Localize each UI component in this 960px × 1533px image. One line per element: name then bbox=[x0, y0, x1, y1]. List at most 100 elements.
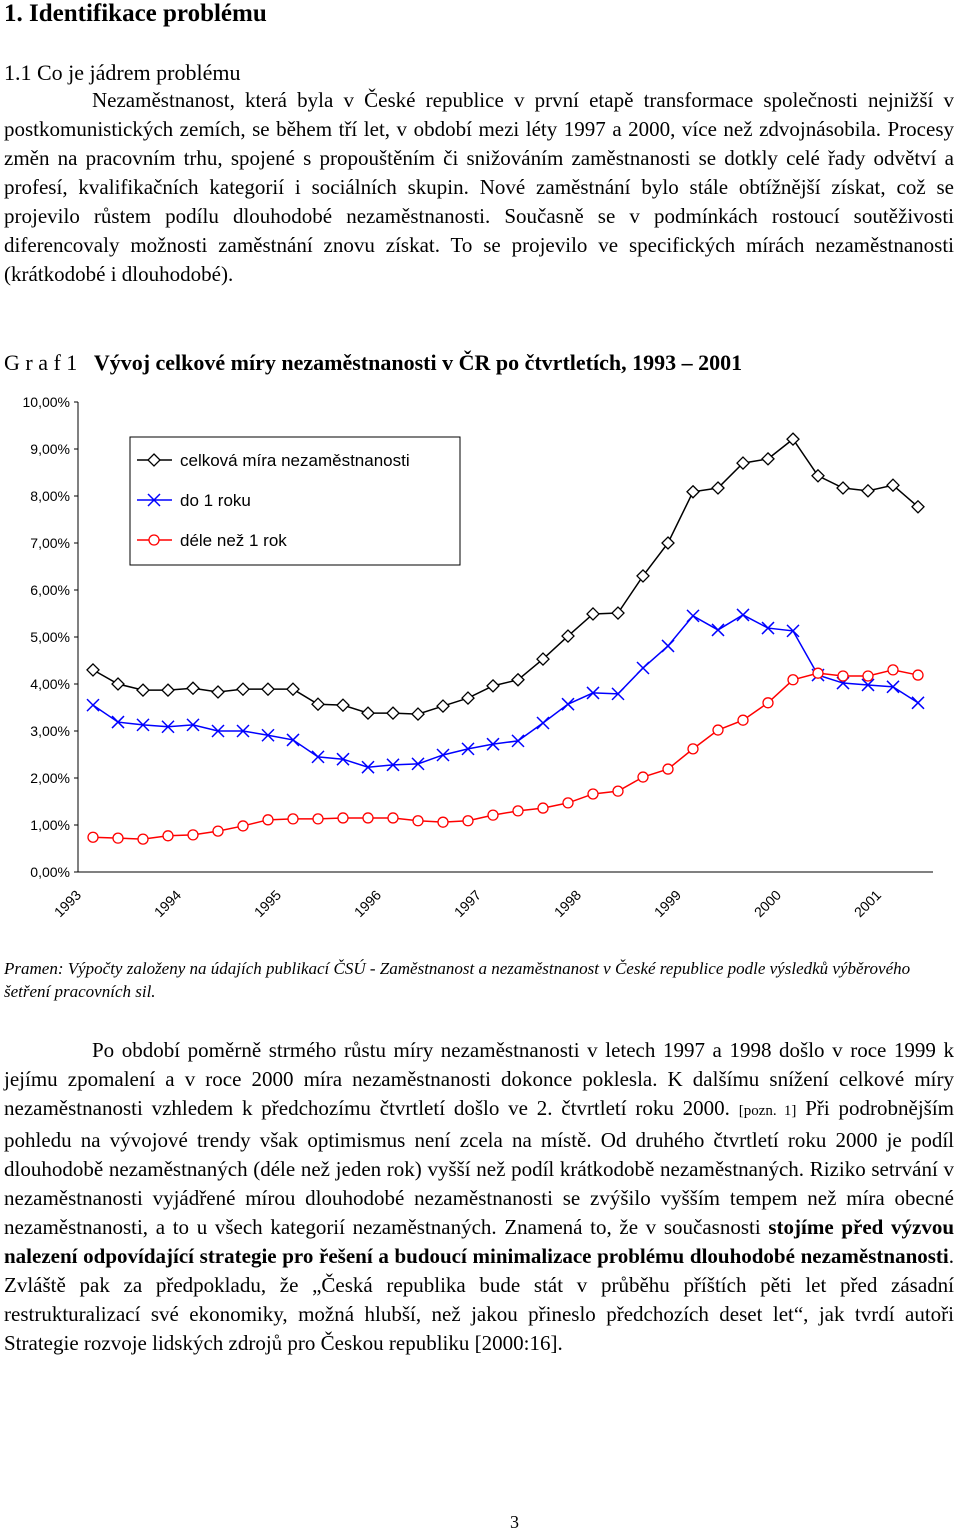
y-tick-label: 4,00% bbox=[30, 676, 70, 692]
marker bbox=[761, 451, 775, 466]
marker bbox=[512, 805, 524, 817]
marker bbox=[761, 621, 775, 635]
marker bbox=[361, 706, 375, 721]
marker bbox=[587, 788, 599, 800]
marker bbox=[111, 715, 125, 729]
marker bbox=[861, 483, 875, 498]
legend-box bbox=[129, 436, 461, 566]
marker bbox=[687, 743, 699, 755]
marker bbox=[886, 680, 900, 694]
marker bbox=[886, 478, 900, 493]
marker bbox=[762, 697, 774, 709]
figure-label: G r a f 1 bbox=[4, 350, 78, 375]
marker bbox=[137, 833, 149, 845]
marker bbox=[148, 534, 160, 546]
marker bbox=[362, 812, 374, 824]
series-line bbox=[92, 669, 919, 840]
marker bbox=[147, 493, 161, 507]
marker bbox=[911, 499, 925, 514]
x-tick-label: 1997 bbox=[451, 887, 484, 920]
figure-caption: G r a f 1 Vývoj celkové míry nezaměstnan… bbox=[4, 350, 742, 376]
y-tick-label: 10,00% bbox=[23, 394, 70, 410]
marker bbox=[311, 750, 325, 764]
marker bbox=[686, 484, 700, 499]
marker bbox=[211, 724, 225, 738]
legend-label: do 1 roku bbox=[180, 491, 251, 510]
marker bbox=[236, 724, 250, 738]
marker bbox=[461, 691, 475, 706]
marker bbox=[636, 568, 650, 583]
marker bbox=[112, 832, 124, 844]
marker bbox=[212, 825, 224, 837]
series-line bbox=[92, 438, 919, 715]
marker bbox=[711, 481, 725, 495]
x-tick-label: 1999 bbox=[651, 887, 684, 920]
y-tick-label: 0,00% bbox=[30, 864, 70, 880]
marker bbox=[612, 785, 624, 797]
marker bbox=[836, 481, 850, 495]
marker bbox=[162, 830, 174, 842]
y-tick-label: 6,00% bbox=[30, 582, 70, 598]
paragraph: Po období poměrně strmého růstu míry nez… bbox=[4, 1036, 954, 1358]
marker bbox=[187, 829, 199, 841]
marker bbox=[436, 748, 450, 762]
marker bbox=[536, 652, 550, 667]
marker bbox=[86, 662, 100, 677]
marker bbox=[586, 607, 600, 621]
marker bbox=[561, 629, 575, 643]
marker bbox=[511, 734, 525, 748]
legend-label: celková míra nezaměstnanosti bbox=[180, 451, 410, 470]
marker bbox=[611, 687, 625, 701]
marker bbox=[486, 678, 500, 693]
marker bbox=[661, 536, 675, 550]
x-tick-label: 1996 bbox=[351, 887, 384, 920]
marker bbox=[411, 707, 425, 721]
marker bbox=[236, 682, 250, 697]
marker bbox=[662, 763, 674, 775]
marker bbox=[261, 682, 275, 697]
chart-title: Vývoj celkové míry nezaměstnanosti v ČR … bbox=[93, 350, 743, 375]
marker bbox=[237, 820, 249, 832]
marker bbox=[462, 815, 474, 827]
marker bbox=[186, 681, 200, 696]
marker bbox=[736, 456, 750, 471]
marker bbox=[486, 737, 500, 751]
marker bbox=[561, 697, 575, 711]
y-tick-label: 1,00% bbox=[30, 817, 70, 833]
heading: 1. Identifikace problému bbox=[4, 0, 267, 27]
marker bbox=[412, 815, 424, 827]
marker bbox=[912, 669, 924, 681]
marker bbox=[111, 677, 125, 691]
marker bbox=[136, 683, 150, 698]
marker bbox=[336, 698, 350, 713]
x-tick-label: 2001 bbox=[851, 887, 884, 920]
marker bbox=[537, 802, 549, 814]
marker bbox=[511, 672, 525, 687]
text-run: . Zvláště pak za předpokladu, že „Česká … bbox=[4, 1244, 954, 1355]
marker bbox=[536, 716, 550, 730]
marker bbox=[86, 698, 100, 712]
marker bbox=[211, 685, 225, 699]
marker bbox=[736, 608, 750, 622]
marker bbox=[186, 718, 200, 732]
marker bbox=[386, 706, 400, 721]
page-number: 3 bbox=[510, 1512, 519, 1532]
marker bbox=[411, 757, 425, 771]
marker bbox=[287, 813, 299, 825]
marker bbox=[887, 664, 899, 676]
marker bbox=[686, 609, 700, 623]
marker bbox=[147, 453, 161, 467]
marker bbox=[161, 720, 175, 734]
marker bbox=[387, 812, 399, 824]
marker bbox=[437, 816, 449, 828]
y-tick-label: 5,00% bbox=[30, 629, 70, 645]
text-run: stojíme před výzvou nalezení odpovídajíc… bbox=[4, 1215, 955, 1268]
marker bbox=[161, 683, 175, 698]
marker bbox=[461, 742, 475, 756]
y-tick-label: 8,00% bbox=[30, 488, 70, 504]
marker bbox=[862, 670, 874, 682]
paragraph: Nezaměstnanost, která byla v České repub… bbox=[4, 88, 954, 286]
marker bbox=[336, 752, 350, 766]
marker bbox=[586, 686, 600, 700]
marker bbox=[562, 797, 574, 809]
